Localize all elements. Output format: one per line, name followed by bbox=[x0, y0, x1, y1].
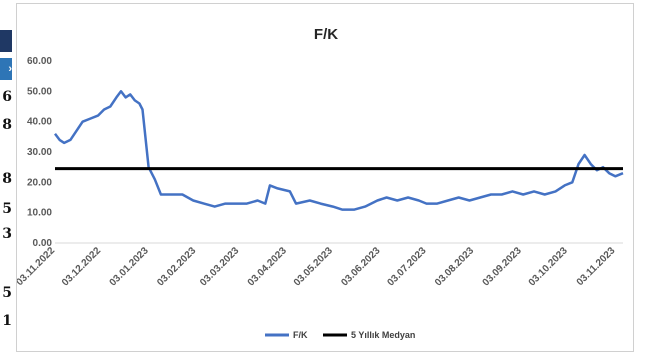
y-tick-label: 40.00 bbox=[27, 117, 52, 128]
left-digit: 5 bbox=[2, 285, 12, 301]
x-tick-label: 03.10.2023 bbox=[527, 245, 570, 288]
x-tick-label: 03.12.2022 bbox=[60, 245, 103, 288]
x-tick-label: 03.09.2023 bbox=[481, 245, 524, 288]
left-digit: 1 bbox=[2, 313, 12, 329]
x-tick-label: 03.11.2022 bbox=[17, 245, 57, 288]
chevron-icon: › bbox=[8, 63, 12, 75]
pe-ratio-chart: F/K 0.00 10.00 20.00 30.00 40.00 50.00 60.00 0… bbox=[17, 26, 624, 340]
y-tick-label: 0.00 bbox=[33, 238, 53, 249]
chart-frame: F/K 0.00 10.00 20.00 30.00 40.00 50.00 60.00 0… bbox=[16, 3, 634, 352]
x-tick-label: 03.07.2023 bbox=[385, 245, 428, 288]
left-badge: › bbox=[0, 58, 12, 80]
y-tick-label: 30.00 bbox=[27, 147, 52, 158]
x-tick-label: 03.03.2023 bbox=[198, 245, 241, 288]
left-dark-block bbox=[0, 30, 12, 52]
left-digit: 3 bbox=[2, 226, 12, 242]
y-tick-label: 50.00 bbox=[27, 86, 52, 97]
legend-label: 5 Yıllık Medyan bbox=[351, 330, 415, 340]
x-tick-label: 03.11.2023 bbox=[575, 245, 618, 288]
left-digit: 8 bbox=[2, 171, 12, 187]
left-digit: 6 bbox=[2, 89, 12, 105]
left-digit: 8 bbox=[2, 117, 12, 133]
x-tick-label: 03.02.2023 bbox=[155, 245, 198, 288]
left-digit: 5 bbox=[2, 201, 12, 217]
y-tick-label: 60.00 bbox=[27, 56, 52, 67]
legend-label: F/K bbox=[293, 330, 308, 340]
y-tick-label: 20.00 bbox=[27, 177, 52, 188]
x-tick-label: 03.08.2023 bbox=[433, 245, 476, 288]
x-tick-label: 03.05.2023 bbox=[292, 245, 335, 288]
y-tick-label: 10.00 bbox=[27, 208, 52, 219]
series-line-pe-ratio bbox=[54, 90, 624, 211]
x-tick-label: 03.04.2023 bbox=[246, 245, 289, 288]
x-tick-label: 03.01.2023 bbox=[108, 245, 151, 288]
chart-title: F/K bbox=[314, 26, 338, 43]
x-tick-label: 03.06.2023 bbox=[339, 245, 382, 288]
left-edge-partial-panel: › 6 8 8 5 3 5 1 bbox=[0, 0, 12, 356]
